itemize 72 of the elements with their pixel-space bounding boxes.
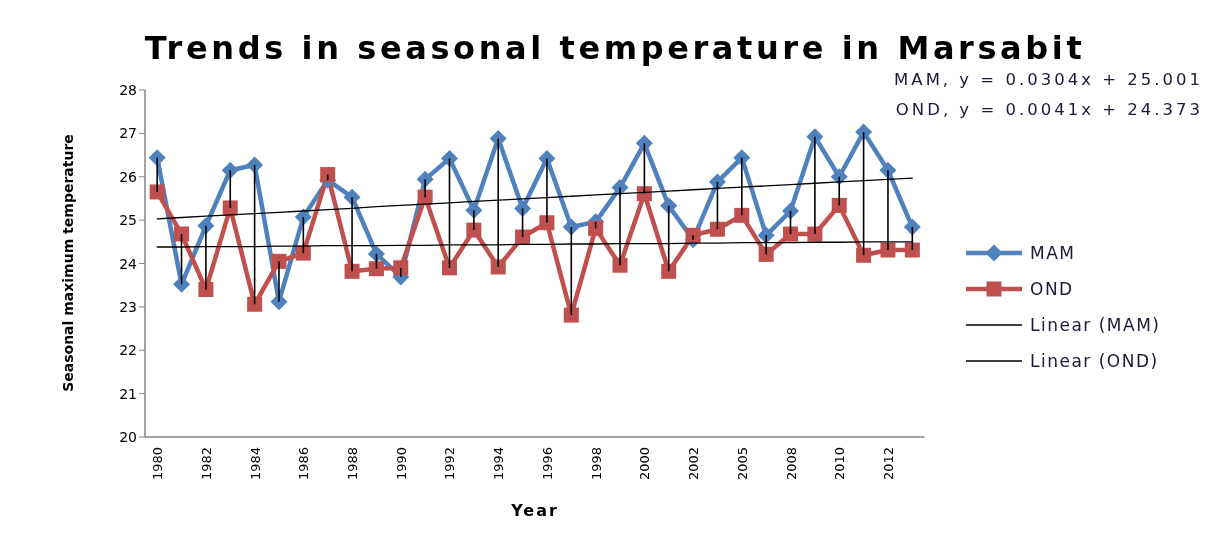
point: [515, 229, 531, 245]
x-tick-label: 1990: [393, 447, 409, 481]
x-tick-label: 1996: [539, 447, 555, 481]
x-tick-label: 1988: [344, 447, 360, 481]
y-tick-label: 24: [119, 255, 138, 272]
legend-label: MAM: [1030, 243, 1076, 263]
x-tick-label: 2005: [734, 447, 750, 481]
x-tick-label: 1992: [441, 447, 457, 481]
point: [174, 226, 190, 242]
y-tick-label: 25: [119, 212, 137, 229]
y-tick-label: 21: [119, 385, 137, 402]
point: [466, 222, 482, 238]
point: [612, 257, 628, 273]
x-axis-title: Year: [511, 500, 559, 520]
point: [635, 134, 653, 152]
x-tick-label: 2008: [783, 447, 799, 481]
x-tick-label: 1984: [247, 447, 263, 481]
point: [539, 215, 555, 231]
y-tick-label: 26: [119, 168, 138, 185]
point: [514, 199, 532, 217]
point: [807, 226, 823, 242]
point: [198, 282, 214, 298]
point: [320, 167, 336, 183]
chart-title: Trends in seasonal temperature in Marsabit: [144, 29, 1086, 67]
y-tick-label: 20: [119, 429, 137, 445]
point: [368, 261, 384, 277]
point: [588, 220, 604, 236]
point: [247, 296, 263, 312]
point: [271, 253, 287, 269]
x-tick-label: 1980: [149, 447, 165, 481]
y-tick-label: 22: [119, 342, 137, 359]
point: [393, 260, 409, 276]
x-tick-label: 2010: [831, 447, 847, 481]
point: [685, 227, 701, 243]
text: MAM, y = 0.0304x + 25.001: [894, 70, 1203, 89]
legend-label: OND: [1030, 279, 1074, 299]
point: [782, 202, 800, 220]
point: [855, 123, 873, 141]
point: [440, 150, 458, 168]
annotation: OND, y = 0.0041x + 24.373: [894, 99, 1203, 121]
point: [367, 245, 385, 263]
point: [903, 218, 921, 236]
point: [563, 307, 579, 323]
point: [856, 247, 872, 263]
point: [246, 156, 264, 174]
y-tick-label: 28: [119, 82, 137, 98]
x-tick-label: 1986: [295, 447, 311, 481]
point: [734, 207, 750, 223]
x-tick-label: 2002: [685, 447, 701, 481]
point: [709, 221, 725, 237]
y-tick-label: 27: [119, 125, 137, 142]
point: [880, 242, 896, 258]
point: [295, 245, 311, 261]
point: [831, 197, 847, 213]
point: [441, 260, 457, 276]
point: [758, 246, 774, 262]
point: [783, 226, 799, 242]
x-tick-label: 1994: [490, 447, 506, 481]
point: [904, 242, 920, 258]
point: [661, 263, 677, 279]
point: [708, 173, 726, 191]
point: [490, 259, 506, 275]
x-tick-label: 1982: [198, 447, 214, 481]
legend-label: Linear (MAM): [1030, 315, 1161, 335]
x-tick-label: 1998: [588, 447, 604, 481]
x-tick-label: 2012: [880, 447, 896, 481]
y-axis-title: Seasonal maximum temperature: [60, 134, 76, 392]
point: [344, 263, 360, 279]
y-tick-label: 23: [119, 298, 137, 315]
x-tick-label: 2000: [636, 447, 652, 481]
point: [149, 184, 165, 200]
legend-label: Linear (OND): [1030, 351, 1159, 371]
